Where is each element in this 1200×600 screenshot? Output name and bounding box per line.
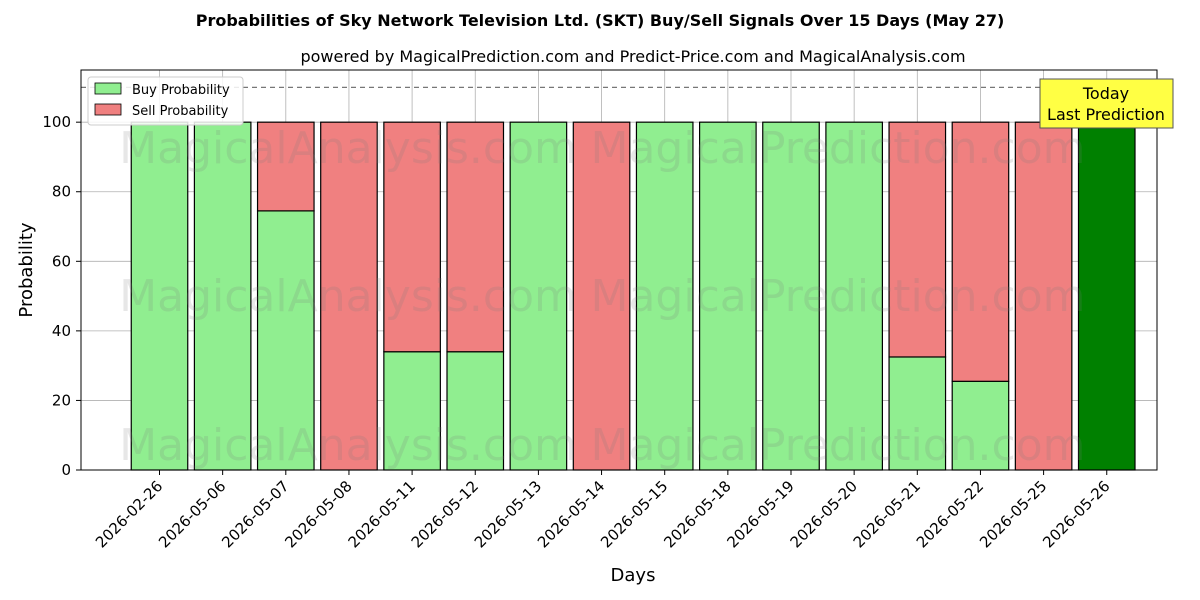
x-tick-label: 2026-05-19 [723,477,797,551]
y-ticks: 0 20 40 60 80 100 [42,113,81,479]
legend: Buy Probability Sell Probability [87,76,244,126]
x-tick-label: 2026-05-14 [534,477,608,551]
bar-sell [1014,121,1073,471]
x-tick-label: 2026-05-13 [471,477,545,551]
bar-buy [256,210,315,471]
today-annotation-line1: Today [1082,84,1129,103]
watermark-text: MagicalPrediction.com [591,420,1086,471]
watermark-text: MagicalPrediction.com [591,271,1086,322]
y-tick-label: 100 [42,113,71,131]
today-annotation-box [1039,78,1174,129]
bar-buy [698,121,757,471]
bar-sell [951,121,1010,382]
y-tick-label: 40 [52,322,71,340]
y-tick-label: 20 [52,391,71,409]
y-tick-label: 0 [61,461,71,479]
watermark-text: MagicalPrediction.com [591,123,1086,174]
watermark-layer: MagicalAnalysis.com MagicalPrediction.com… [119,123,1085,471]
bar-buy [762,121,820,471]
x-tick-label: 2026-05-26 [1039,477,1113,551]
legend-label-sell: Sell Probability [132,104,229,119]
x-tick-label: 2026-05-21 [850,477,924,551]
today-annotation-line2: Last Prediction [1047,105,1165,124]
x-tick-label: 2026-05-12 [408,477,482,551]
x-tick-label: 2026-05-11 [345,477,419,551]
bar-buy [825,121,884,471]
watermark-text: MagicalAnalysis.com [119,123,577,174]
x-tick-label: 2026-05-18 [660,477,734,551]
x-tick-label: 2026-05-08 [281,477,355,551]
x-tick-label: 2026-05-06 [155,477,229,551]
x-tick-label: 2026-05-22 [913,477,987,551]
legend-label-buy: Buy Probability [132,83,230,98]
bar-buy [509,121,568,471]
today-annotation: Today Last Prediction [1039,78,1174,129]
x-ticks: 2026-02-262026-05-062026-05-072026-05-08… [92,470,1114,551]
plot-frame [80,69,1158,471]
bar-buy [635,121,694,471]
x-tick-label: 2026-05-25 [976,477,1050,551]
bar-buy [383,351,441,471]
x-tick-label: 2026-05-15 [597,477,671,551]
bar-buy [888,356,947,471]
y-tick-label: 80 [52,183,71,201]
bar-sell [320,121,378,471]
bar-sell [572,121,631,471]
legend-swatch-buy [94,82,122,95]
y-axis-label: Probability [16,222,37,317]
bars-layer [130,121,1136,471]
x-tick-label: 2026-02-26 [92,477,166,551]
bar-buy [1077,121,1136,471]
y-tick-label: 60 [52,252,71,270]
chart-subtitle: powered by MagicalPrediction.com and Pre… [300,47,965,66]
bar-sell [256,121,315,212]
legend-swatch-sell [94,103,122,116]
x-tick-label: 2026-05-07 [218,477,292,551]
chart-title: Probabilities of Sky Network Television … [196,11,1005,30]
bar-buy [951,380,1010,471]
watermark-text: MagicalAnalysis.com [119,271,577,322]
x-axis-label: Days [611,565,656,586]
legend-box [87,76,244,126]
bar-sell [383,121,441,353]
bar-sell [446,121,505,353]
watermark-text: MagicalAnalysis.com [119,420,577,471]
bar-sell [888,121,947,358]
x-tick-label: 2026-05-20 [787,477,861,551]
